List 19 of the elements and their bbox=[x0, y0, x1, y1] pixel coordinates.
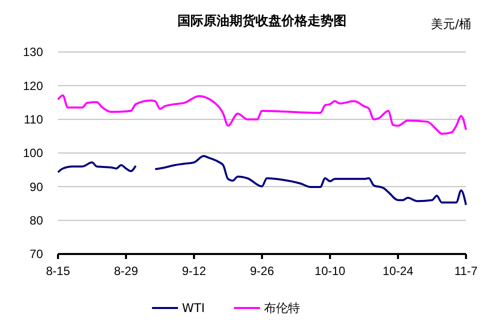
x-tick-label: 8-29 bbox=[114, 264, 138, 278]
line-series bbox=[57, 94, 467, 135]
legend-label: 布伦特 bbox=[264, 301, 300, 316]
x-tick-label: 10-24 bbox=[382, 264, 414, 278]
y-tick-label: 80 bbox=[30, 214, 44, 228]
y-tick-label: 90 bbox=[30, 180, 44, 194]
y-axis-title: 美元/桶 bbox=[431, 17, 472, 31]
y-tick-label: 70 bbox=[30, 247, 44, 262]
x-tick-label: 9-12 bbox=[182, 264, 206, 278]
chart-title: 国际原油期货收盘价格走势图 bbox=[178, 13, 346, 29]
x-tick-label: 9-26 bbox=[250, 264, 274, 278]
y-tick-label: 130 bbox=[22, 45, 44, 60]
y-tick-label: 100 bbox=[22, 146, 44, 160]
legend-label: WTI bbox=[182, 301, 205, 316]
y-tick-label: 110 bbox=[24, 112, 44, 127]
y-tick-label: 120 bbox=[22, 78, 44, 93]
x-tick-label: 10-10 bbox=[314, 264, 346, 278]
x-tick-label: 11-7 bbox=[454, 264, 478, 278]
x-tick-label: 8-15 bbox=[46, 264, 70, 278]
